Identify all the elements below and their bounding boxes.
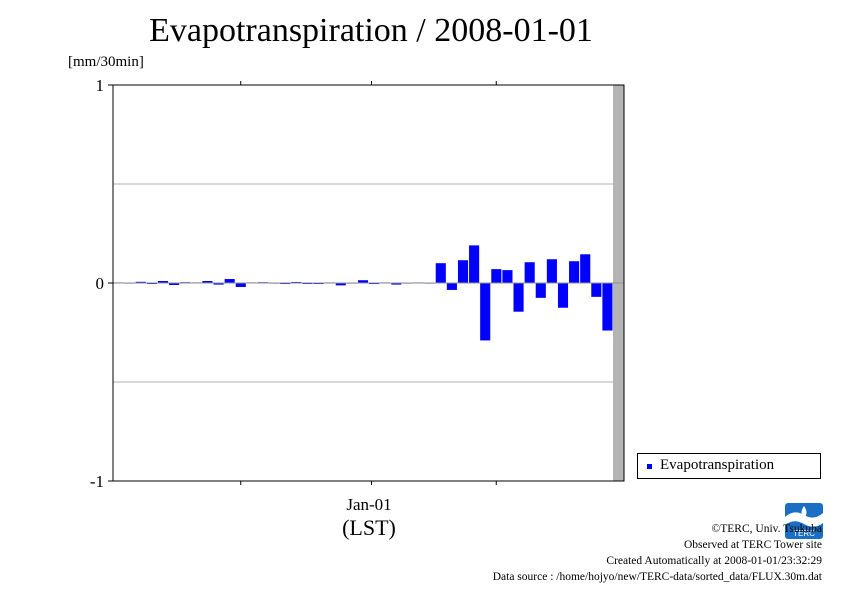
- bar: [157, 281, 169, 283]
- bar: [580, 254, 591, 283]
- bar: [135, 281, 146, 283]
- y-tick-label: -1: [90, 472, 104, 491]
- terc-logo: TERC: [785, 503, 823, 539]
- bar: [446, 283, 457, 290]
- bar: [502, 270, 513, 283]
- bar: [535, 283, 546, 298]
- axes: [112, 84, 625, 482]
- source-text: Data source : /home/hojyo/new/TERC-data/…: [492, 571, 822, 583]
- bar: [524, 262, 535, 283]
- bar: [213, 283, 224, 285]
- bar: [335, 283, 346, 286]
- legend-swatch: [647, 464, 652, 469]
- bar: [480, 283, 491, 341]
- bar-series: [113, 245, 613, 341]
- axis-ticks: -1 0 1: [90, 76, 497, 491]
- bar: [235, 283, 246, 287]
- copyright-text: ©TERC, Univ. Tsukuba: [711, 523, 822, 535]
- bar: [224, 279, 235, 283]
- created-text: Created Automatically at 2008-01-01/23:3…: [606, 555, 822, 567]
- svg-text:TERC: TERC: [793, 529, 815, 538]
- bar: [457, 260, 469, 283]
- bar: [169, 283, 180, 285]
- bar: [357, 280, 369, 283]
- bar: [491, 269, 502, 283]
- y-tick-label: 1: [96, 76, 105, 95]
- bar: [513, 283, 524, 312]
- legend: Evapotranspiration: [637, 453, 821, 479]
- credits: ©TERC, Univ. Tsukuba Observed at TERC To…: [493, 521, 822, 585]
- legend-label: Evapotranspiration: [660, 457, 775, 473]
- bar: [391, 283, 402, 285]
- chart-title: Evapotranspiration / 2008-01-01: [149, 12, 593, 49]
- bar: [546, 259, 557, 283]
- bar: [202, 281, 213, 283]
- y-unit-label: [mm/30min]: [68, 54, 144, 70]
- observed-text: Observed at TERC Tower site: [683, 539, 822, 551]
- bar: [569, 261, 580, 283]
- bar: [469, 245, 480, 283]
- grid-lines: [113, 183, 624, 383]
- x-tick-label: Jan-01: [346, 495, 392, 514]
- bar: [557, 283, 569, 308]
- y-tick-label: 0: [96, 274, 105, 293]
- bar: [591, 283, 602, 297]
- x-axis-label: (LST): [342, 515, 396, 540]
- bar: [435, 263, 446, 283]
- bar: [602, 283, 613, 331]
